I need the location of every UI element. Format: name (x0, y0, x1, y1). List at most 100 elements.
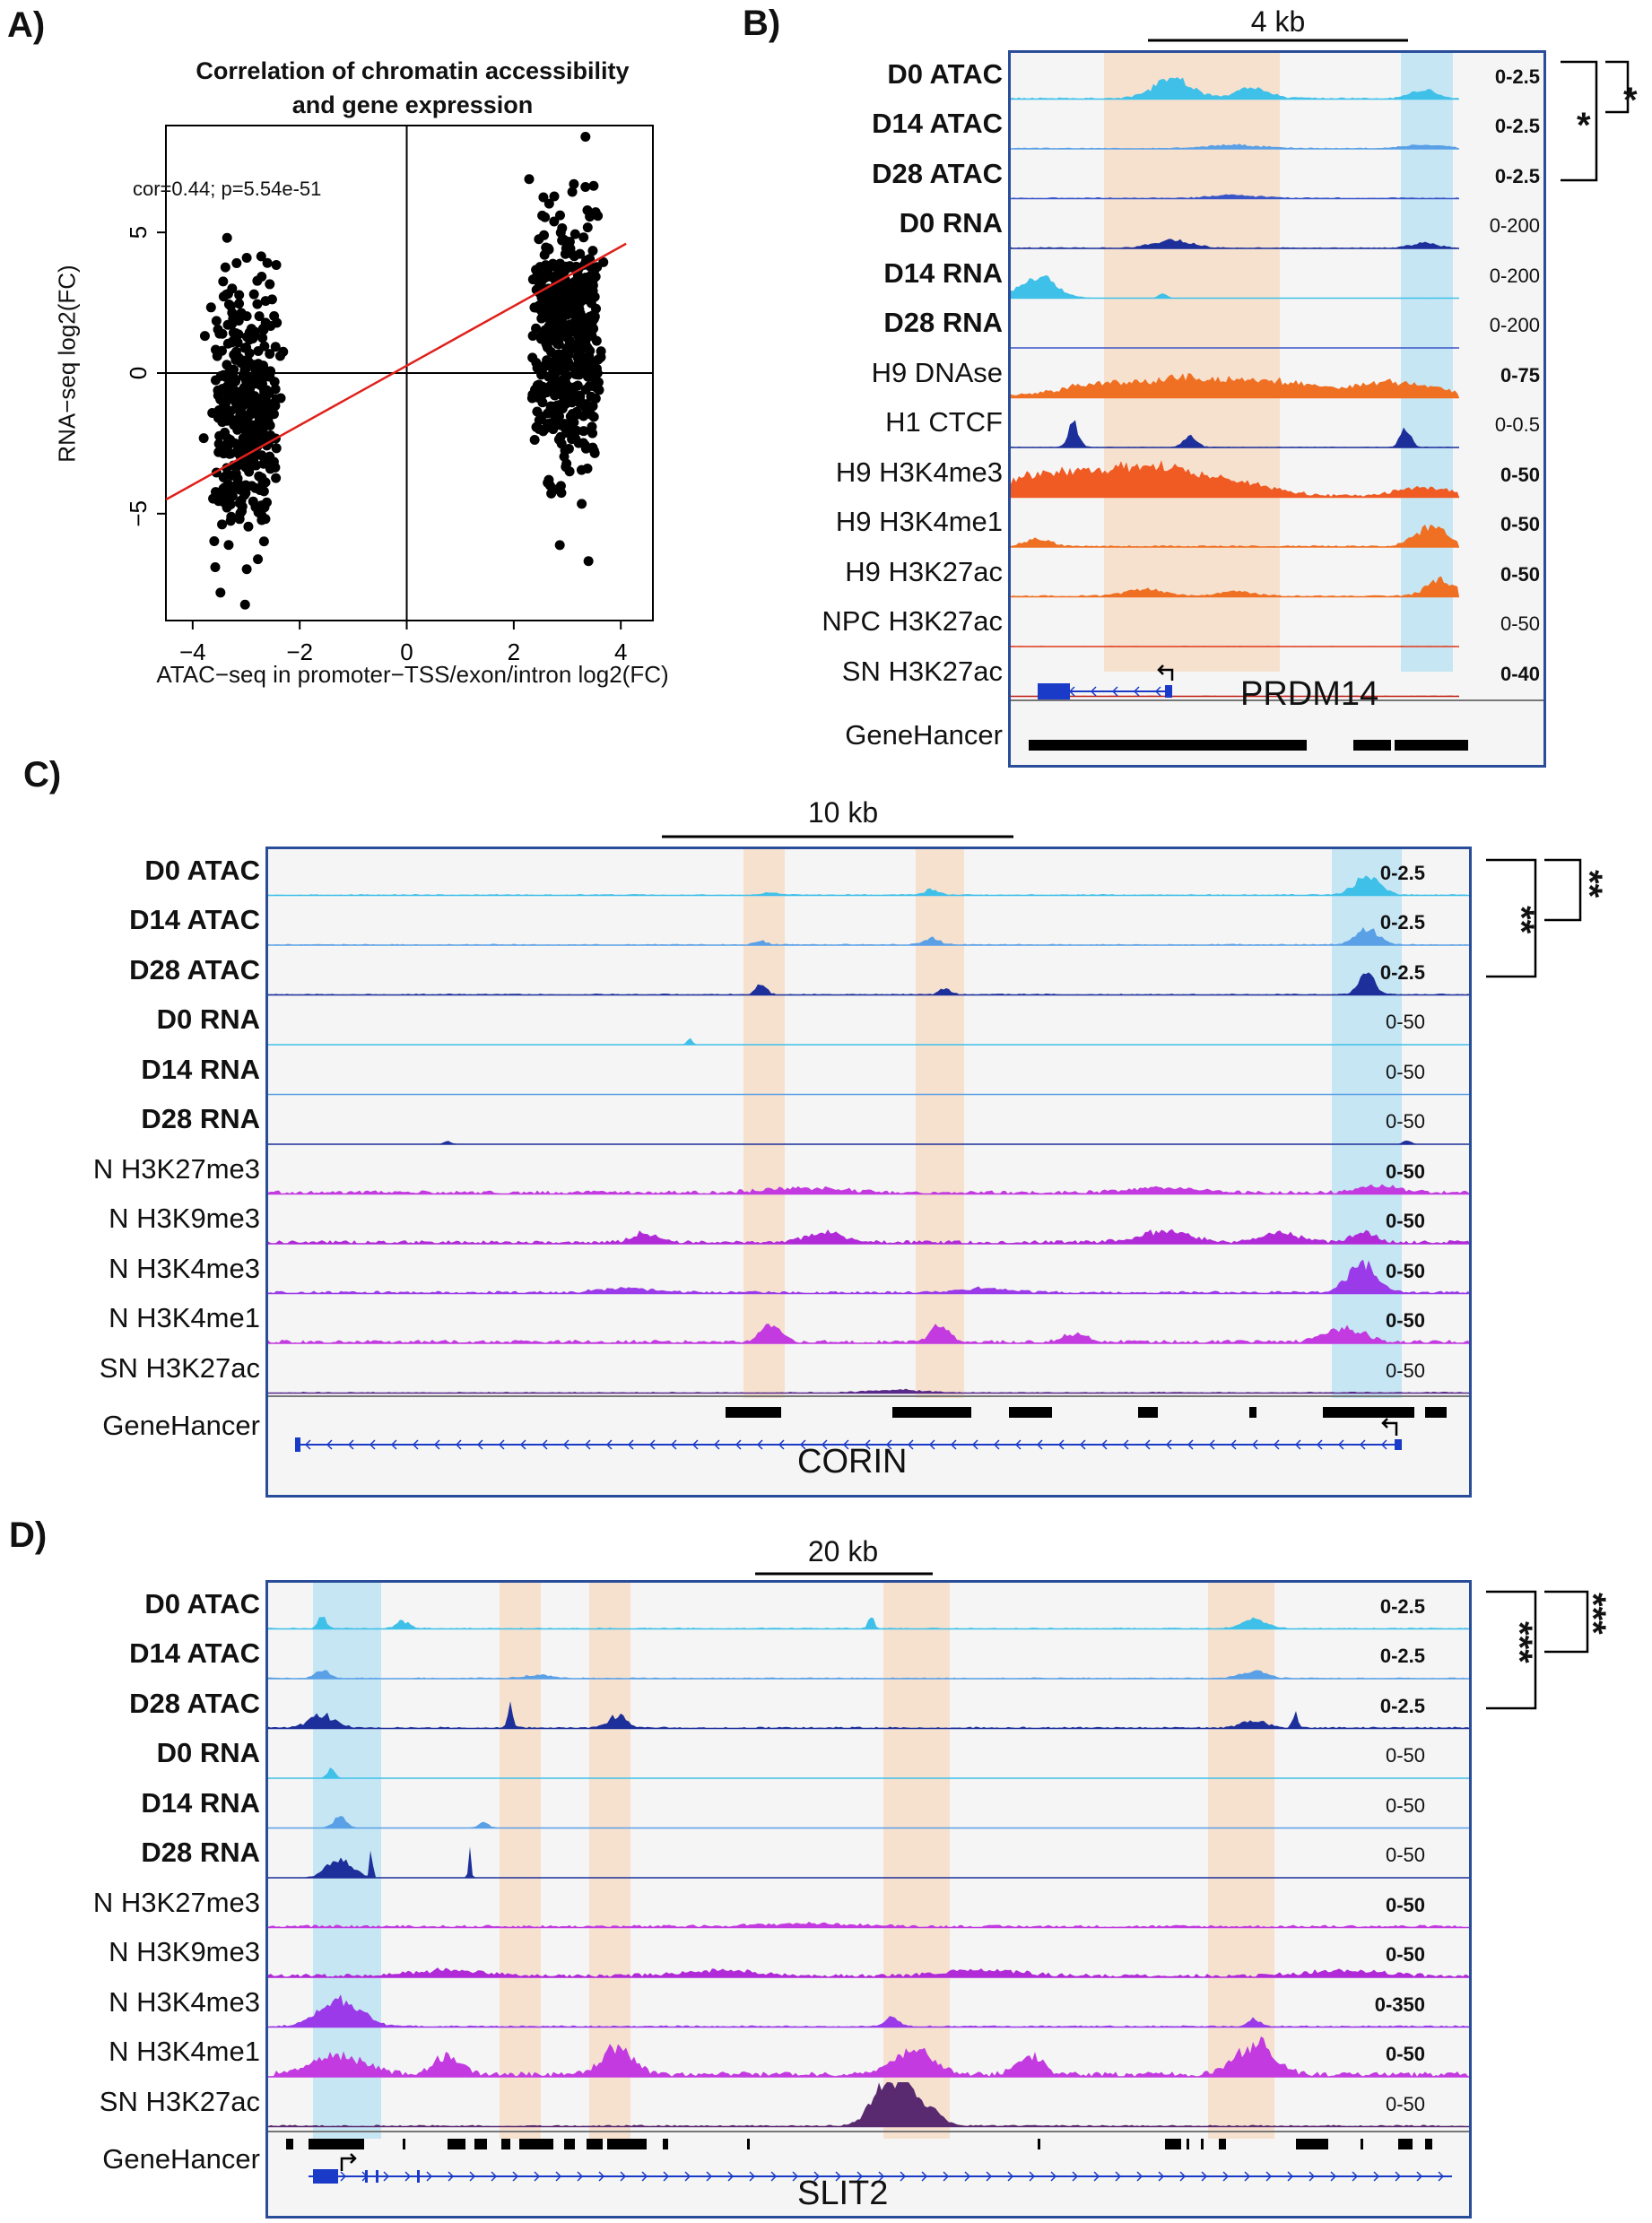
scatter-point (210, 561, 221, 572)
scatter-point (257, 333, 268, 343)
scatter-point (586, 391, 596, 402)
scatter-point (587, 401, 598, 412)
track-signal (268, 1038, 1469, 1045)
panel-b-browser: 0-2.5 0-2.5 0-2.5 0-200 0-200 0-200 0-75 0-0.5 0… (1008, 50, 1546, 768)
gene-strand-chevron (770, 2171, 778, 2182)
track-range: 0-50 (1385, 2092, 1425, 2115)
scatter-point (265, 451, 275, 462)
track-signal (1011, 373, 1459, 398)
track-label: D28 ATAC (872, 157, 1003, 189)
gene-strand-chevron (1093, 2171, 1100, 2182)
genehancer-element (1187, 2139, 1189, 2149)
scatter-point (223, 540, 234, 551)
genehancer-element (892, 1407, 971, 1418)
genehancer-element (726, 1407, 781, 1418)
track-label: N H3K4me1 (109, 2036, 260, 2068)
scatter-point (227, 491, 238, 501)
track-label: D0 RNA (156, 1003, 260, 1036)
scatter-plot: −4 −2 0 2 4 −5 0 5 (125, 125, 654, 665)
genehancer-element (1425, 2139, 1432, 2149)
x-tick-label: 0 (400, 638, 413, 665)
scatter-point (572, 342, 583, 352)
track-range: 0-2.5 (1494, 65, 1540, 88)
x-tick-label: 2 (508, 638, 520, 665)
panel-d-scale-label: 20 kb (807, 1535, 879, 1567)
scatter-point (265, 349, 275, 360)
track-signal (1011, 274, 1459, 299)
track-label: N H3K27me3 (92, 1886, 260, 1918)
scatter-point (577, 499, 587, 509)
gene-strand-chevron (1201, 2171, 1208, 2182)
scatter-point (236, 481, 247, 491)
gene-strand-chevron (620, 2171, 627, 2182)
gene-strand-chevron (1136, 2171, 1143, 2182)
scatter-point (218, 291, 229, 302)
genehancer-element (564, 2139, 575, 2149)
scatter-point (580, 181, 591, 192)
correlation-annotation: cor=0.44; p=5.54e-51 (133, 178, 322, 200)
gene-exon (1165, 685, 1172, 698)
track-label: D0 RNA (156, 1737, 260, 1769)
gene-strand-chevron (1029, 2171, 1036, 2182)
scatter-point (234, 290, 245, 300)
scatter-point (590, 271, 601, 282)
gene-strand-chevron (1287, 2171, 1294, 2182)
gene-strand-chevron (1359, 1439, 1366, 1450)
gene-exon (295, 1437, 300, 1452)
gene-strand-chevron (433, 1439, 440, 1450)
scatter-point (253, 409, 264, 420)
scatter-point (266, 294, 277, 305)
gene-strand-chevron (1111, 686, 1118, 697)
scatter-point (531, 421, 542, 432)
scatter-point (578, 284, 589, 295)
scatter-point (554, 540, 565, 551)
scatter-point (572, 380, 583, 391)
track-label: SN H3K27ac (99, 2085, 260, 2117)
gene-strand-chevron (412, 1439, 419, 1450)
y-tick-label: 5 (125, 226, 152, 239)
scatter-point (557, 222, 568, 233)
scatter-point (215, 395, 226, 405)
gene-strand-chevron (498, 1439, 505, 1450)
track-range: 0-50 (1385, 1159, 1425, 1183)
gene-strand-chevron (713, 1439, 720, 1450)
scatter-point (259, 341, 270, 352)
scatter-point (271, 259, 282, 270)
track-label: N H3K4me3 (109, 1985, 260, 2018)
track-label: D14 ATAC (872, 108, 1003, 140)
scatter-point (258, 361, 269, 372)
scatter-point (234, 498, 245, 508)
track-range: 0-50 (1385, 1309, 1425, 1333)
scatter-point (275, 393, 286, 404)
gene-strand-chevron (756, 1439, 763, 1450)
panel-d-significance-brackets (1486, 1590, 1589, 1710)
gene-strand-chevron (907, 1439, 914, 1450)
scatter-point (198, 433, 209, 444)
scatter-point (225, 499, 236, 509)
scatter-point (549, 401, 560, 412)
gene-strand-chevron (1294, 1439, 1301, 1450)
gene-strand-chevron (971, 1439, 978, 1450)
gene-strand-chevron (641, 2171, 648, 2182)
scatter-point (214, 328, 225, 339)
scatter-point (556, 488, 567, 499)
track-signal (268, 1921, 1469, 1928)
gene-strand-chevron (383, 2171, 390, 2182)
tss-arrow (340, 2153, 357, 2171)
track-signal (1011, 524, 1459, 547)
scatter-point (260, 477, 271, 488)
track-label: D0 ATAC (144, 1587, 260, 1619)
scatter-point (258, 536, 269, 547)
track-signal (1011, 239, 1459, 248)
scatter-point (211, 344, 222, 355)
scatter-point (537, 397, 548, 408)
scatter-point (580, 132, 591, 143)
scatter-point (549, 191, 560, 202)
track-range: 0-200 (1489, 264, 1540, 287)
track-range: 0-2.5 (1379, 1594, 1425, 1618)
scatter-point (543, 343, 553, 353)
scatter-point (579, 317, 590, 327)
gene-name: PRDM14 (1240, 675, 1379, 713)
gene-strand-chevron (735, 1439, 742, 1450)
panel-c-significance-brackets (1486, 858, 1582, 978)
